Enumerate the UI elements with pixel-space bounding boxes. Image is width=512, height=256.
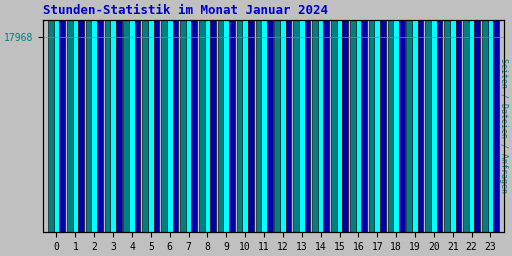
Bar <box>261 0 267 232</box>
Bar <box>173 0 178 232</box>
Bar <box>210 0 216 232</box>
Bar <box>91 0 97 232</box>
Bar <box>493 0 499 232</box>
Bar <box>343 0 348 232</box>
Bar <box>104 0 110 232</box>
Bar <box>54 0 59 232</box>
Bar <box>388 0 393 232</box>
Bar <box>374 0 380 232</box>
Bar <box>110 0 116 232</box>
Bar <box>444 0 450 232</box>
Bar <box>223 0 229 232</box>
Bar <box>350 0 355 232</box>
Bar <box>135 0 140 232</box>
Bar <box>286 0 291 232</box>
Bar <box>186 0 191 232</box>
Bar <box>123 0 129 232</box>
Bar <box>318 0 324 232</box>
Bar <box>407 0 412 232</box>
Bar <box>129 0 135 232</box>
Bar <box>229 0 235 232</box>
Bar <box>78 0 84 232</box>
Bar <box>482 0 487 232</box>
Bar <box>305 0 310 232</box>
Bar <box>312 0 318 232</box>
Bar <box>331 0 337 232</box>
Bar <box>456 0 461 232</box>
Bar <box>425 0 431 232</box>
Bar <box>154 0 159 232</box>
Bar <box>97 0 103 232</box>
Bar <box>205 0 210 232</box>
Bar <box>116 0 121 232</box>
Bar <box>161 0 167 232</box>
Bar <box>191 0 197 232</box>
Y-axis label: Seiten / Dateien / Anfragen: Seiten / Dateien / Anfragen <box>499 58 508 194</box>
Bar <box>280 0 286 232</box>
Bar <box>48 0 54 232</box>
Bar <box>380 0 386 232</box>
Bar <box>167 0 173 232</box>
Bar <box>369 0 374 232</box>
Bar <box>337 0 343 232</box>
Bar <box>469 0 475 232</box>
Bar <box>450 0 456 232</box>
Bar <box>299 0 305 232</box>
Bar <box>142 0 148 232</box>
Bar <box>86 0 91 232</box>
Bar <box>274 0 280 232</box>
Bar <box>59 0 65 232</box>
Bar <box>255 0 261 232</box>
Bar <box>199 0 205 232</box>
Bar <box>248 0 253 232</box>
Bar <box>412 0 418 232</box>
Bar <box>267 0 272 232</box>
Bar <box>218 0 223 232</box>
Bar <box>418 0 423 232</box>
Bar <box>242 0 248 232</box>
Bar <box>148 0 154 232</box>
Bar <box>437 0 442 232</box>
Bar <box>475 0 480 232</box>
Bar <box>399 0 404 232</box>
Bar <box>237 0 242 232</box>
Bar <box>361 0 367 232</box>
Bar <box>324 0 329 232</box>
Bar <box>393 0 399 232</box>
Bar <box>463 0 469 232</box>
Bar <box>355 0 361 232</box>
Bar <box>67 0 73 232</box>
Bar <box>431 0 437 232</box>
Bar <box>180 0 186 232</box>
Bar <box>73 0 78 232</box>
Bar <box>487 0 493 232</box>
Text: Stunden-Statistik im Monat Januar 2024: Stunden-Statistik im Monat Januar 2024 <box>43 4 328 17</box>
Bar <box>293 0 299 232</box>
